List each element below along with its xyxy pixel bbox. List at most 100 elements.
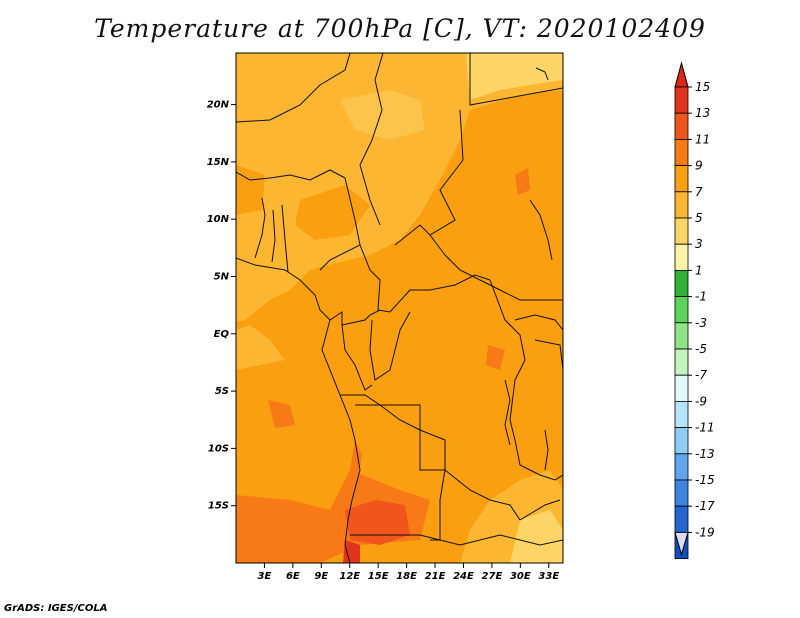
colorbar-label: -13: [695, 447, 715, 461]
colorbar-swatch: [674, 427, 689, 455]
coast-egypt: [535, 67, 549, 81]
colorbar: 15 13 11 9 7 5 3 1 -1 -3 -5 -7 -9 -11 -13 -15 -17 -19: [674, 61, 715, 560]
colorbar-swatch: [674, 453, 689, 481]
field-11-13-angola-coast: [350, 440, 362, 480]
colorbar-label: -17: [695, 499, 715, 513]
field-7-9-sahara: [340, 90, 425, 140]
colorbar-label: 9: [695, 159, 703, 173]
map-frame: [235, 52, 564, 564]
border-zimbabwe: [519, 499, 561, 521]
lat-tick-label: 15N: [207, 157, 230, 168]
lon-tick-label: 9E: [314, 571, 328, 582]
colorbar-label: 1: [695, 263, 703, 277]
border-libya-egypt: [469, 53, 563, 106]
border-namibia-angola: [350, 534, 481, 546]
border-chad-sudan: [394, 109, 464, 246]
field-9-11-west: [236, 165, 265, 215]
field-13-15-core: [345, 500, 410, 545]
grads-credit: GrADS: IGES/COLA: [4, 603, 108, 614]
field-5-7-ne: [466, 53, 563, 100]
lon-tick-label: 24E: [453, 571, 474, 582]
lat-tick-label: EQ: [214, 329, 230, 340]
chart-title: Temperature at 700hPa [C], VT: 202010240…: [94, 14, 706, 43]
colorbar-swatch: [674, 112, 689, 140]
border-lake-victoria: [534, 339, 563, 371]
colorbar-label: -5: [695, 342, 707, 356]
field-11-13-spot-b: [486, 345, 505, 370]
colorbar-swatch: [674, 138, 689, 166]
colorbar-swatch: [674, 348, 689, 376]
border-drc-east: [489, 279, 526, 466]
lat-tick-label: 15S: [208, 501, 229, 512]
longitude-axis: 3E 6E 9E 12E 15E 18E 21E 24E 27E 30E 33E: [258, 563, 559, 582]
lat-tick-label: 10N: [207, 214, 230, 225]
colorbar-label: 13: [695, 106, 710, 120]
lon-tick-label: 21E: [425, 571, 446, 582]
field-7-9-coast: [236, 325, 285, 370]
border-zambia-east: [519, 464, 563, 481]
border-car-south: [359, 244, 491, 313]
border-benin: [281, 204, 289, 273]
colorbar-swatch: [674, 86, 689, 114]
field-15-plus-coast: [343, 540, 360, 563]
country-borders: [236, 53, 563, 563]
colorbar-label: 5: [695, 211, 703, 225]
colorbar-swatch: [674, 400, 689, 428]
colorbar-swatch: [674, 165, 689, 193]
lake-tanganyika: [504, 379, 511, 446]
lake-malawi: [544, 429, 549, 471]
field-9-11-inner: [295, 185, 370, 240]
colorbar-label: 3: [695, 237, 703, 251]
lon-tick-label: 6E: [286, 571, 300, 582]
colorbar-label: 11: [695, 132, 710, 146]
border-gabon-north: [329, 309, 381, 326]
border-drc-angola: [340, 394, 446, 470]
colorbar-label: -3: [695, 316, 707, 330]
border-togo: [271, 209, 276, 263]
colorbar-bottom-arrow: [674, 531, 689, 557]
colorbar-swatch: [674, 243, 689, 271]
border-uganda-north: [514, 314, 563, 331]
border-burkina: [236, 169, 346, 181]
lat-tick-label: 5S: [215, 386, 229, 397]
field-11-13-spot-c: [515, 168, 530, 195]
colorbar-swatch: [674, 322, 689, 350]
border-niger-chad: [359, 53, 384, 226]
lon-tick-label: 33E: [538, 571, 559, 582]
colorbar-top-arrow: [674, 61, 689, 88]
lon-tick-label: 3E: [258, 571, 272, 582]
colorbar-swatch: [674, 296, 689, 324]
colorbar-label: -11: [695, 421, 715, 435]
lon-tick-label: 15E: [368, 571, 389, 582]
colorbar-label: 7: [695, 185, 703, 199]
colorbar-swatch: [674, 269, 689, 297]
temperature-field: [236, 53, 563, 563]
field-7-9-north: [236, 53, 563, 322]
border-congo-drc: [369, 311, 411, 381]
colorbar-swatch: [674, 191, 689, 219]
colorbar-label: -7: [695, 368, 707, 382]
coastline-west: [236, 257, 361, 563]
field-11-13-spot-a: [268, 400, 295, 428]
lon-tick-label: 12E: [339, 571, 360, 582]
colorbar-label: -15: [695, 473, 715, 487]
latitude-axis: 20N 15N 10N 5N EQ 5S 10S 15S: [207, 100, 236, 512]
field-5-7-se: [510, 510, 563, 563]
border-sudan-south: [429, 234, 563, 301]
border-ethiopia: [529, 199, 553, 261]
border-botswana: [479, 534, 563, 546]
colorbar-swatch: [674, 217, 689, 245]
border-ghana-west: [254, 197, 266, 259]
border-mali-algeria: [236, 53, 351, 123]
colorbar-label: -19: [695, 525, 715, 539]
lon-tick-label: 18E: [396, 571, 417, 582]
lat-tick-label: 20N: [207, 100, 230, 111]
colorbar-swatch: [674, 479, 689, 507]
border-gabon-congo: [341, 324, 373, 391]
colorbar-label: 15: [695, 80, 710, 94]
border-zambia-south: [444, 469, 521, 521]
colorbar-swatch: [674, 374, 689, 402]
colorbar-label: -9: [695, 394, 707, 408]
colorbar-swatch: [674, 505, 689, 533]
